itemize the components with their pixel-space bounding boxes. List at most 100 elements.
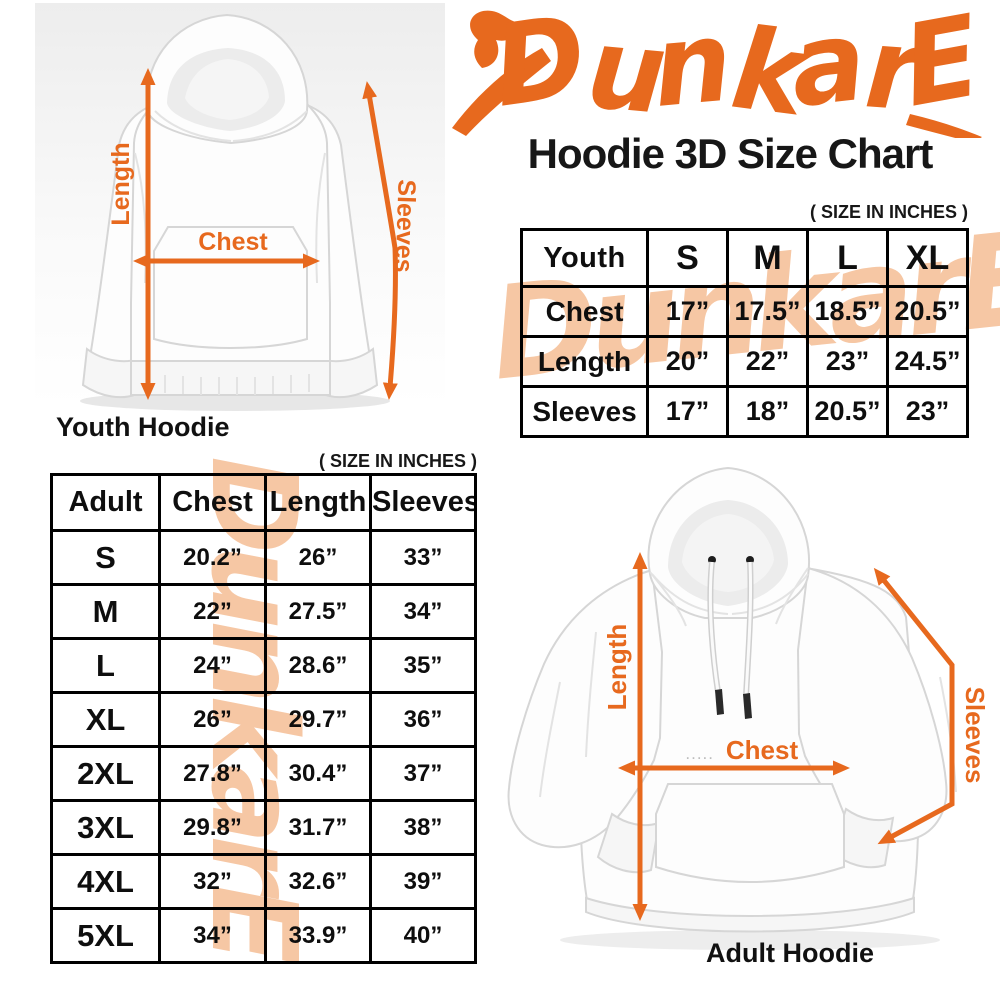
dotted-line-artifact: ..... — [685, 744, 714, 763]
value-cell: 17” — [646, 285, 729, 338]
value-cell: 18” — [726, 385, 809, 438]
left-aglet — [715, 689, 724, 715]
value-cell: 34” — [369, 583, 477, 640]
youth-hoodie-garment — [81, 13, 379, 399]
youth-size-table: Youth S M L XL Chest 17” 17.5” 18.5” 20.5” Length… — [520, 228, 969, 438]
column-header-cell: L — [806, 228, 889, 288]
left-sleeve — [507, 568, 664, 849]
value-cell: 38” — [369, 799, 477, 856]
youth-table-header-row: Youth S M L XL — [520, 228, 969, 288]
value-cell: 24” — [158, 637, 267, 694]
sleeves-arrow — [873, 567, 955, 845]
sleeves-arrow — [362, 81, 398, 400]
table-corner-cell: Adult — [50, 473, 161, 532]
column-header-cell: Sleeves — [369, 473, 477, 532]
left-drawstring-highlight — [708, 561, 720, 693]
ground-shadow — [560, 930, 940, 950]
sleeves-label: Sleeves — [960, 687, 990, 784]
row-label-cell: M — [50, 583, 161, 640]
value-cell: 23” — [806, 335, 889, 388]
adult-size-note: ( SIZE IN INCHES ) — [318, 451, 477, 471]
chest-label: Chest — [198, 228, 268, 256]
value-cell: 32” — [158, 853, 267, 910]
column-header-cell: XL — [886, 228, 969, 288]
adult-table-header-row: Adult Chest Length Sleeves — [50, 473, 477, 532]
column-header-cell: Chest — [158, 473, 267, 532]
adult-hoodie-garment — [507, 466, 957, 933]
row-label-cell: 2XL — [50, 745, 161, 802]
hood-folds — [649, 567, 809, 627]
adult-hoodie-image: Length ..... Chest Sleeves — [507, 466, 990, 950]
kangaroo-pocket — [655, 783, 845, 883]
table-row: Chest 17” 17.5” 18.5” 20.5” — [520, 285, 969, 338]
value-cell: 27.8” — [158, 745, 267, 802]
column-header-cell: S — [646, 228, 729, 288]
table-row: XL 26” 29.7” 36” — [50, 691, 477, 748]
logo-swash-hook — [470, 10, 526, 69]
value-cell: 39” — [369, 853, 477, 910]
row-label-cell: XL — [50, 691, 161, 748]
row-label-cell: Sleeves — [520, 385, 649, 438]
row-label-cell: L — [50, 637, 161, 694]
youth-measurement-arrows: Length Chest Sleeves — [107, 68, 421, 400]
youth-size-note: ( SIZE IN INCHES ) — [809, 202, 968, 222]
table-row: M 22” 27.5” 34” — [50, 583, 477, 640]
length-label: Length — [107, 142, 135, 225]
value-cell: 36” — [369, 691, 477, 748]
sleeves-label: Sleeves — [389, 179, 420, 273]
value-cell: 20.5” — [806, 385, 889, 438]
hem-band — [585, 896, 915, 933]
value-cell: 20.2” — [158, 529, 267, 586]
row-label-cell: 4XL — [50, 853, 161, 910]
value-cell: 22” — [726, 335, 809, 388]
value-cell: 33.9” — [264, 907, 372, 964]
table-row: Sleeves 17” 18” 20.5” 23” — [520, 385, 969, 438]
right-aglet — [743, 693, 752, 719]
value-cell: 26” — [264, 529, 372, 586]
brand-logo: DunkarE — [452, 2, 995, 138]
row-label-cell: S — [50, 529, 161, 586]
value-cell: 32.6” — [264, 853, 372, 910]
row-label-cell: 5XL — [50, 907, 161, 964]
value-cell: 17.5” — [726, 285, 809, 338]
logo-swash-tail — [452, 48, 551, 136]
table-corner-cell: Youth — [520, 228, 649, 288]
adult-measurement-arrows: Length ..... Chest Sleeves — [602, 552, 990, 921]
value-cell: 18.5” — [806, 285, 889, 338]
youth-caption: Youth Hoodie — [56, 412, 230, 442]
table-row: 3XL 29.8” 31.7” 38” — [50, 799, 477, 856]
hem-band — [130, 360, 331, 396]
value-cell: 35” — [369, 637, 477, 694]
table-row: S 20.2” 26” 33” — [50, 529, 477, 586]
chest-label: Chest — [726, 735, 799, 765]
length-label: Length — [602, 624, 632, 711]
row-label-cell: Length — [520, 335, 649, 388]
value-cell: 28.6” — [264, 637, 372, 694]
hood-folds — [154, 110, 308, 142]
value-cell: 30.4” — [264, 745, 372, 802]
row-label-cell: Chest — [520, 285, 649, 338]
column-header-cell: M — [726, 228, 809, 288]
table-row: 5XL 34” 33.9” 40” — [50, 907, 477, 964]
adult-size-table: Adult Chest Length Sleeves S 20.2” 26” 33” M 22”… — [50, 473, 477, 964]
value-cell: 23” — [886, 385, 969, 438]
value-cell: 26” — [158, 691, 267, 748]
logo-wordmark: DunkarE — [486, 2, 989, 138]
column-header-cell: Length — [264, 473, 372, 532]
row-label-cell: 3XL — [50, 799, 161, 856]
value-cell: 40” — [369, 907, 477, 964]
page-title: Hoodie 3D Size Chart — [527, 130, 934, 177]
value-cell: 22” — [158, 583, 267, 640]
value-cell: 31.7” — [264, 799, 372, 856]
value-cell: 20” — [646, 335, 729, 388]
value-cell: 27.5” — [264, 583, 372, 640]
table-row: 4XL 32” 32.6” 39” — [50, 853, 477, 910]
value-cell: 29.7” — [264, 691, 372, 748]
hood-lining — [185, 59, 269, 120]
table-row: 2XL 27.8” 30.4” 37” — [50, 745, 477, 802]
value-cell: 24.5” — [886, 335, 969, 388]
table-row: L 24” 28.6” 35” — [50, 637, 477, 694]
value-cell: 17” — [646, 385, 729, 438]
table-row: Length 20” 22” 23” 24.5” — [520, 335, 969, 388]
